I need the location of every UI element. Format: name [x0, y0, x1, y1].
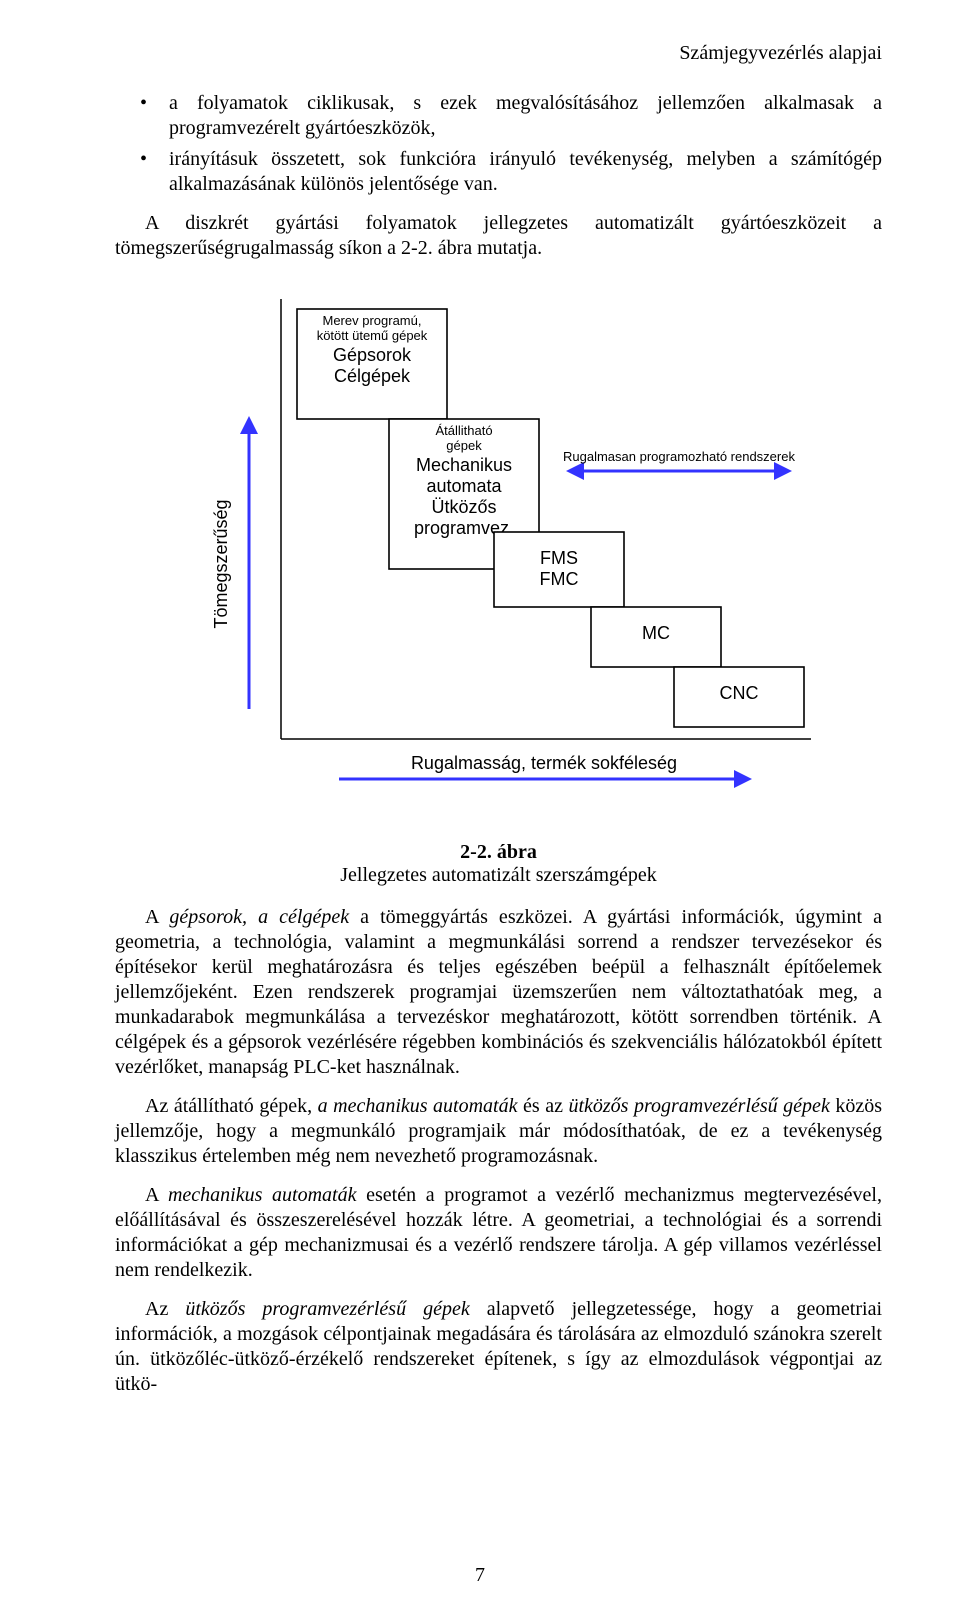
svg-text:Átállitható: Átállitható	[435, 423, 492, 438]
running-header: Számjegyvezérlés alapjai	[115, 42, 882, 65]
svg-text:FMS: FMS	[540, 548, 578, 568]
paragraph: Az átállítható gépek, a mechanikus autom…	[115, 1094, 882, 1169]
bullet-item: a folyamatok ciklikusak, s ezek megvalós…	[115, 91, 882, 141]
svg-text:Merev programú,: Merev programú,	[322, 313, 421, 328]
svg-text:gépek: gépek	[446, 438, 482, 453]
figure-caption-text: Jellegzetes automatizált szerszámgépek	[340, 864, 657, 886]
figure-2-2: Tömegszerűség Rugalmasság, termék sokféle…	[115, 279, 882, 839]
svg-text:kötött ütemű gépek: kötött ütemű gépek	[316, 328, 427, 343]
svg-text:MC: MC	[642, 623, 670, 643]
svg-text:Rugalmasan programozható rends: Rugalmasan programozható rendszerek	[563, 449, 795, 464]
figure-caption: 2-2. ábra Jellegzetes automatizált szers…	[115, 841, 882, 887]
svg-text:Mechanikus: Mechanikus	[415, 455, 511, 475]
svg-text:Tömegszerűség: Tömegszerűség	[211, 499, 231, 628]
svg-text:Ütközős: Ütközős	[431, 497, 496, 517]
page-number: 7	[0, 1564, 960, 1587]
paragraph: A gépsorok, a célgépek a tömeggyártás es…	[115, 905, 882, 1080]
svg-text:CNC: CNC	[719, 683, 758, 703]
paragraph: Az ütközős programvezérlésű gépek alapve…	[115, 1297, 882, 1397]
paragraph: A mechanikus automaták esetén a programo…	[115, 1183, 882, 1283]
svg-text:Gépsorok: Gépsorok	[332, 345, 411, 365]
figure-number: 2-2. ábra	[460, 841, 537, 863]
bullet-item: irányításuk összetett, sok funkcióra irá…	[115, 147, 882, 197]
bullet-list: a folyamatok ciklikusak, s ezek megvalós…	[115, 91, 882, 197]
svg-text:Célgépek: Célgépek	[333, 366, 410, 386]
svg-text:automata: automata	[426, 476, 502, 496]
diagram-svg: Tömegszerűség Rugalmasság, termék sokféle…	[169, 279, 829, 839]
svg-text:FMC: FMC	[539, 569, 578, 589]
paragraph: A diszkrét gyártási folyamatok jellegzet…	[115, 211, 882, 261]
svg-text:Rugalmasság, termék sokféleség: Rugalmasság, termék sokféleség	[410, 753, 676, 773]
